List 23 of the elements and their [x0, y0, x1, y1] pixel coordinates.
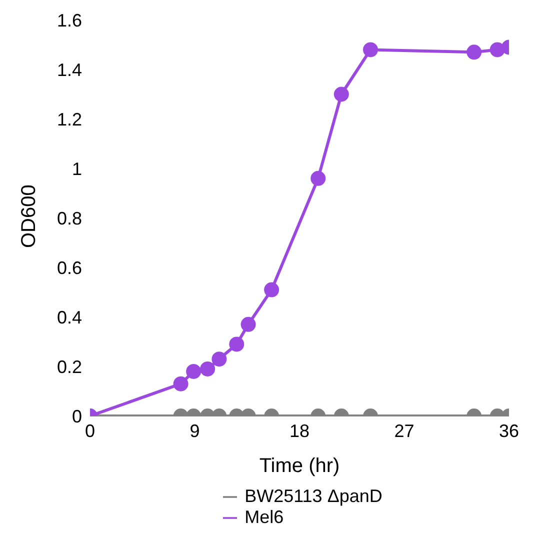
y-tick-label: 1.6: [56, 10, 82, 30]
x-tick-label: 9: [190, 420, 200, 441]
legend-label: Mel6: [244, 507, 284, 527]
x-tick-label: 0: [84, 420, 96, 441]
x-tick-label: 36: [498, 420, 520, 441]
point: [362, 42, 378, 58]
x-axis-title: Time (hr): [259, 455, 340, 477]
y-tick-label: 1.2: [56, 109, 82, 130]
point: [490, 42, 505, 58]
y-axis-title: OD600: [18, 184, 40, 248]
legend-label: BW25113 ΔpanD: [244, 486, 382, 506]
point: [466, 44, 482, 60]
x-tick-label: 27: [394, 420, 414, 441]
point: [310, 170, 326, 186]
y-tick-label: 0.2: [56, 356, 82, 377]
point: [334, 86, 349, 102]
y-tick-label: 1: [72, 158, 82, 179]
y-tick-label: 0.8: [56, 208, 82, 228]
x-tick-label: 18: [289, 420, 310, 441]
y-tick-label: 1.4: [56, 60, 82, 80]
y-tick-label: 0: [72, 406, 82, 426]
y-tick-label: 0.4: [56, 307, 82, 328]
y-tick-label: 0.6: [56, 258, 82, 278]
